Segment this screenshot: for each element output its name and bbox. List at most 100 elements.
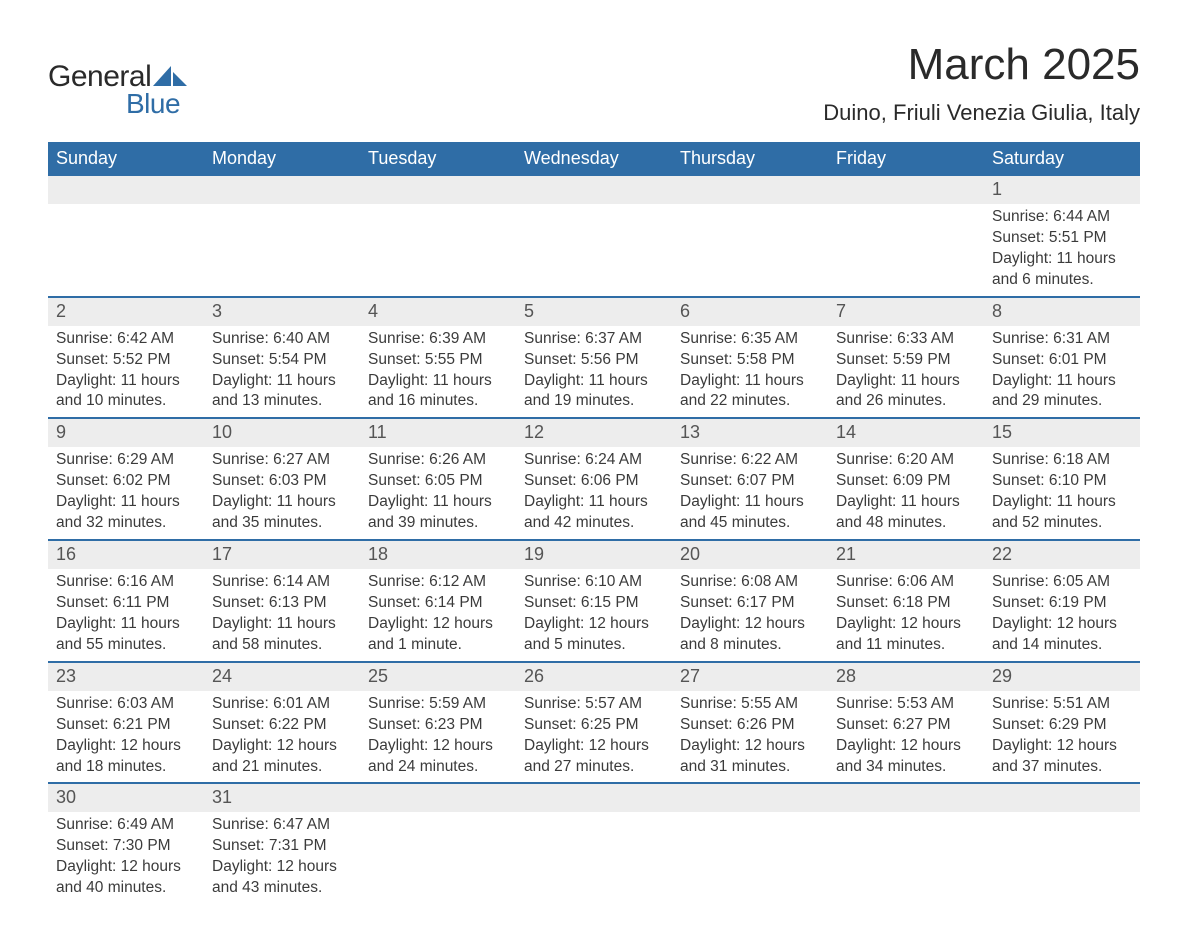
day-header-row: Sunday Monday Tuesday Wednesday Thursday… bbox=[48, 142, 1140, 176]
daylight-text: Daylight: 11 hours and 55 minutes. bbox=[56, 614, 196, 656]
day-body: Sunrise: 6:05 AMSunset: 6:19 PMDaylight:… bbox=[984, 569, 1140, 661]
day-body: Sunrise: 6:39 AMSunset: 5:55 PMDaylight:… bbox=[360, 326, 516, 418]
calendar-cell bbox=[360, 176, 516, 297]
sunrise-text: Sunrise: 6:47 AM bbox=[212, 815, 352, 836]
day-body: Sunrise: 6:12 AMSunset: 6:14 PMDaylight:… bbox=[360, 569, 516, 661]
day-body: Sunrise: 6:26 AMSunset: 6:05 PMDaylight:… bbox=[360, 447, 516, 539]
day-body: Sunrise: 6:18 AMSunset: 6:10 PMDaylight:… bbox=[984, 447, 1140, 539]
daylight-text: Daylight: 12 hours and 18 minutes. bbox=[56, 736, 196, 778]
daylight-text: Daylight: 12 hours and 27 minutes. bbox=[524, 736, 664, 778]
calendar-cell bbox=[828, 783, 984, 904]
day-number: 15 bbox=[984, 419, 1140, 447]
daylight-text: Daylight: 11 hours and 48 minutes. bbox=[836, 492, 976, 534]
day-body: Sunrise: 6:40 AMSunset: 5:54 PMDaylight:… bbox=[204, 326, 360, 418]
sunset-text: Sunset: 6:10 PM bbox=[992, 471, 1132, 492]
day-number: 27 bbox=[672, 663, 828, 691]
daylight-text: Daylight: 11 hours and 6 minutes. bbox=[992, 249, 1132, 291]
logo-sail-icon bbox=[153, 66, 187, 86]
sunset-text: Sunset: 6:09 PM bbox=[836, 471, 976, 492]
day-number: 5 bbox=[516, 298, 672, 326]
day-body: Sunrise: 6:03 AMSunset: 6:21 PMDaylight:… bbox=[48, 691, 204, 783]
calendar-week: 16Sunrise: 6:16 AMSunset: 6:11 PMDayligh… bbox=[48, 540, 1140, 662]
daylight-text: Daylight: 12 hours and 5 minutes. bbox=[524, 614, 664, 656]
day-number: 17 bbox=[204, 541, 360, 569]
logo-text-blue: Blue bbox=[126, 88, 187, 120]
logo: General Blue bbox=[48, 60, 187, 120]
sunrise-text: Sunrise: 5:59 AM bbox=[368, 694, 508, 715]
sunset-text: Sunset: 7:31 PM bbox=[212, 836, 352, 857]
day-number: 1 bbox=[984, 176, 1140, 204]
col-sunday: Sunday bbox=[48, 142, 204, 176]
sunrise-text: Sunrise: 6:35 AM bbox=[680, 329, 820, 350]
daylight-text: Daylight: 11 hours and 45 minutes. bbox=[680, 492, 820, 534]
sunrise-text: Sunrise: 5:57 AM bbox=[524, 694, 664, 715]
sunrise-text: Sunrise: 6:27 AM bbox=[212, 450, 352, 471]
day-number: 30 bbox=[48, 784, 204, 812]
day-body: Sunrise: 6:01 AMSunset: 6:22 PMDaylight:… bbox=[204, 691, 360, 783]
day-number-empty bbox=[984, 784, 1140, 812]
sunrise-text: Sunrise: 6:42 AM bbox=[56, 329, 196, 350]
sunset-text: Sunset: 6:01 PM bbox=[992, 350, 1132, 371]
day-number-empty bbox=[516, 784, 672, 812]
day-body: Sunrise: 6:27 AMSunset: 6:03 PMDaylight:… bbox=[204, 447, 360, 539]
day-number: 19 bbox=[516, 541, 672, 569]
calendar-cell: 28Sunrise: 5:53 AMSunset: 6:27 PMDayligh… bbox=[828, 662, 984, 784]
calendar-cell: 14Sunrise: 6:20 AMSunset: 6:09 PMDayligh… bbox=[828, 418, 984, 540]
sunrise-text: Sunrise: 6:33 AM bbox=[836, 329, 976, 350]
day-number-empty bbox=[360, 176, 516, 204]
day-body: Sunrise: 6:35 AMSunset: 5:58 PMDaylight:… bbox=[672, 326, 828, 418]
daylight-text: Daylight: 12 hours and 1 minute. bbox=[368, 614, 508, 656]
day-number: 8 bbox=[984, 298, 1140, 326]
sunset-text: Sunset: 6:29 PM bbox=[992, 715, 1132, 736]
sunset-text: Sunset: 6:15 PM bbox=[524, 593, 664, 614]
sunrise-text: Sunrise: 5:55 AM bbox=[680, 694, 820, 715]
day-body: Sunrise: 6:06 AMSunset: 6:18 PMDaylight:… bbox=[828, 569, 984, 661]
calendar-cell: 25Sunrise: 5:59 AMSunset: 6:23 PMDayligh… bbox=[360, 662, 516, 784]
day-body: Sunrise: 6:22 AMSunset: 6:07 PMDaylight:… bbox=[672, 447, 828, 539]
daylight-text: Daylight: 11 hours and 22 minutes. bbox=[680, 371, 820, 413]
calendar-cell: 13Sunrise: 6:22 AMSunset: 6:07 PMDayligh… bbox=[672, 418, 828, 540]
day-body: Sunrise: 5:51 AMSunset: 6:29 PMDaylight:… bbox=[984, 691, 1140, 783]
day-number: 2 bbox=[48, 298, 204, 326]
daylight-text: Daylight: 12 hours and 43 minutes. bbox=[212, 857, 352, 899]
calendar-week: 2Sunrise: 6:42 AMSunset: 5:52 PMDaylight… bbox=[48, 297, 1140, 419]
title-block: March 2025 Duino, Friuli Venezia Giulia,… bbox=[823, 40, 1140, 126]
sunset-text: Sunset: 6:17 PM bbox=[680, 593, 820, 614]
sunset-text: Sunset: 6:23 PM bbox=[368, 715, 508, 736]
sunrise-text: Sunrise: 6:24 AM bbox=[524, 450, 664, 471]
day-body: Sunrise: 6:14 AMSunset: 6:13 PMDaylight:… bbox=[204, 569, 360, 661]
daylight-text: Daylight: 11 hours and 26 minutes. bbox=[836, 371, 976, 413]
day-number: 7 bbox=[828, 298, 984, 326]
day-body: Sunrise: 6:20 AMSunset: 6:09 PMDaylight:… bbox=[828, 447, 984, 539]
sunset-text: Sunset: 5:51 PM bbox=[992, 228, 1132, 249]
calendar-cell: 19Sunrise: 6:10 AMSunset: 6:15 PMDayligh… bbox=[516, 540, 672, 662]
day-body-empty bbox=[516, 204, 672, 212]
calendar-cell bbox=[516, 176, 672, 297]
day-number: 16 bbox=[48, 541, 204, 569]
calendar-cell: 20Sunrise: 6:08 AMSunset: 6:17 PMDayligh… bbox=[672, 540, 828, 662]
col-saturday: Saturday bbox=[984, 142, 1140, 176]
calendar-cell: 26Sunrise: 5:57 AMSunset: 6:25 PMDayligh… bbox=[516, 662, 672, 784]
daylight-text: Daylight: 12 hours and 31 minutes. bbox=[680, 736, 820, 778]
day-number-empty bbox=[360, 784, 516, 812]
day-number: 11 bbox=[360, 419, 516, 447]
calendar-cell: 29Sunrise: 5:51 AMSunset: 6:29 PMDayligh… bbox=[984, 662, 1140, 784]
calendar-cell: 11Sunrise: 6:26 AMSunset: 6:05 PMDayligh… bbox=[360, 418, 516, 540]
col-thursday: Thursday bbox=[672, 142, 828, 176]
sunset-text: Sunset: 6:02 PM bbox=[56, 471, 196, 492]
sunset-text: Sunset: 6:21 PM bbox=[56, 715, 196, 736]
day-number: 9 bbox=[48, 419, 204, 447]
calendar-week: 30Sunrise: 6:49 AMSunset: 7:30 PMDayligh… bbox=[48, 783, 1140, 904]
calendar-cell: 21Sunrise: 6:06 AMSunset: 6:18 PMDayligh… bbox=[828, 540, 984, 662]
day-body-empty bbox=[360, 812, 516, 820]
day-body-empty bbox=[828, 204, 984, 212]
day-body-empty bbox=[828, 812, 984, 820]
sunset-text: Sunset: 5:59 PM bbox=[836, 350, 976, 371]
sunset-text: Sunset: 5:55 PM bbox=[368, 350, 508, 371]
day-body: Sunrise: 6:49 AMSunset: 7:30 PMDaylight:… bbox=[48, 812, 204, 904]
day-number: 26 bbox=[516, 663, 672, 691]
calendar-cell: 18Sunrise: 6:12 AMSunset: 6:14 PMDayligh… bbox=[360, 540, 516, 662]
calendar-cell: 4Sunrise: 6:39 AMSunset: 5:55 PMDaylight… bbox=[360, 297, 516, 419]
day-body: Sunrise: 6:10 AMSunset: 6:15 PMDaylight:… bbox=[516, 569, 672, 661]
sunrise-text: Sunrise: 6:22 AM bbox=[680, 450, 820, 471]
